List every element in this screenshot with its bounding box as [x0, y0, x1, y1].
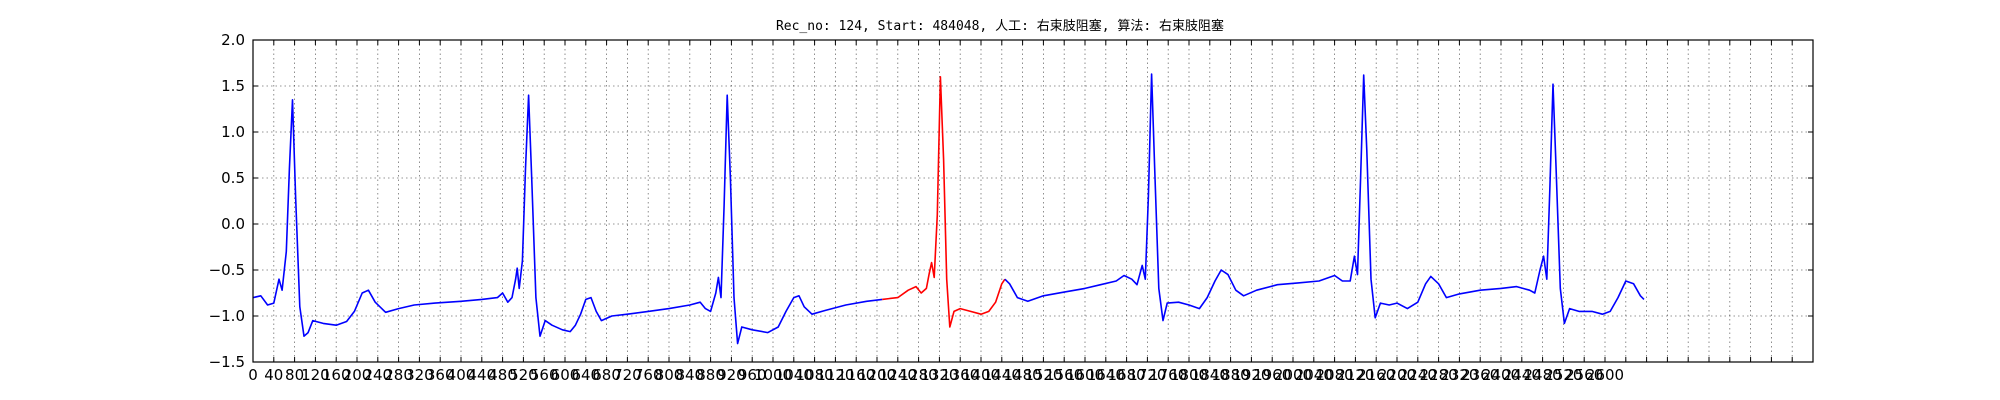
y-tick-label: 0.0	[221, 215, 245, 233]
chart-title: Rec_no: 124, Start: 484048, 人工: 右束肢阻塞, 算…	[776, 18, 1224, 34]
x-tick-label: 1680	[1108, 366, 1146, 384]
x-tick-label: 600	[551, 366, 580, 384]
y-tick-label: 1.5	[221, 77, 245, 95]
x-tick-label: 1760	[1149, 366, 1187, 384]
x-tick-label: 2000	[1274, 366, 1312, 384]
x-tick-label: 200	[343, 366, 372, 384]
x-tick-label: 2200	[1378, 366, 1416, 384]
x-tick-label: 480	[488, 366, 517, 384]
x-tick-label: 40	[264, 366, 283, 384]
x-tick-label: 720	[613, 366, 642, 384]
x-tick-label: 800	[655, 366, 684, 384]
x-tick-label: 1120	[816, 366, 854, 384]
y-tick-label: −1.0	[209, 307, 245, 325]
y-tick-label: 1.0	[221, 123, 245, 141]
x-tick-label: 1040	[775, 366, 813, 384]
x-tick-label: 880	[696, 366, 725, 384]
x-tick-label: 400	[447, 366, 476, 384]
x-tick-label: 1600	[1066, 366, 1104, 384]
x-tick-label: 2600	[1586, 366, 1624, 384]
x-tick-label: 920	[717, 366, 746, 384]
x-tick-label: 2080	[1316, 366, 1354, 384]
x-tick-label: 1440	[983, 366, 1021, 384]
x-tick-label: 1720	[1128, 366, 1166, 384]
x-tick-label: 1800	[1170, 366, 1208, 384]
x-tick-label: 960	[738, 366, 767, 384]
grid-lines	[252, 39, 1814, 363]
x-tick-label: 280	[384, 366, 413, 384]
x-tick-label: 0	[248, 366, 258, 384]
x-tick-label: 2040	[1295, 366, 1333, 384]
x-tick-label: 360	[426, 366, 455, 384]
x-tick-label: 1200	[858, 366, 896, 384]
y-tick-label: −0.5	[209, 261, 245, 279]
x-tick-label: 440	[467, 366, 496, 384]
ecg-series-line-3	[1004, 73, 1645, 325]
x-tick-label: 1560	[1045, 366, 1083, 384]
x-tick-label: 1960	[1253, 366, 1291, 384]
x-tick-label: 1320	[920, 366, 958, 384]
x-tick-label: 2560	[1565, 366, 1603, 384]
x-tick-label: 1880	[1212, 366, 1250, 384]
x-tick-label: 2400	[1482, 366, 1520, 384]
x-tick-label: 2360	[1461, 366, 1499, 384]
ecg-series-line-2	[882, 76, 1006, 328]
x-tick-label: 2120	[1336, 366, 1374, 384]
x-tick-label: 640	[571, 366, 600, 384]
x-tick-label: 760	[634, 366, 663, 384]
x-tick-label: 2280	[1420, 366, 1458, 384]
x-tick-label: 2160	[1357, 366, 1395, 384]
x-tick-label: 120	[301, 366, 330, 384]
y-axis-ticks: −1.5 −1.0 −0.5 0.0 0.5 1.0 1.5 2.0	[209, 31, 1813, 371]
x-tick-label: 1480	[1004, 366, 1042, 384]
plot-area-frame	[252, 39, 1814, 363]
x-tick-label: 2240	[1399, 366, 1437, 384]
ecg-series-line-1	[252, 94, 883, 345]
x-tick-label: 1160	[837, 366, 875, 384]
x-tick-label: 1640	[1087, 366, 1125, 384]
y-tick-label: −1.5	[209, 353, 245, 371]
x-tick-label: 320	[405, 366, 434, 384]
x-tick-label: 2440	[1503, 366, 1541, 384]
y-tick-label: 0.5	[221, 169, 245, 187]
x-tick-label: 1360	[941, 366, 979, 384]
x-tick-label: 1840	[1191, 366, 1229, 384]
x-tick-label: 240	[363, 366, 392, 384]
x-tick-label: 160	[322, 366, 351, 384]
x-tick-label: 1000	[754, 366, 792, 384]
x-tick-label: 2480	[1524, 366, 1562, 384]
x-tick-label: 80	[285, 366, 304, 384]
y-tick-label: 2.0	[221, 31, 245, 49]
x-tick-label: 2520	[1544, 366, 1582, 384]
x-tick-label: 1920	[1232, 366, 1270, 384]
ecg-series	[252, 73, 1645, 345]
x-axis-ticks: 0 40 8012016020024028032036040044048052056…	[248, 40, 1814, 384]
x-tick-label: 1080	[796, 366, 834, 384]
x-tick-label: 680	[592, 366, 621, 384]
x-tick-label: 840	[675, 366, 704, 384]
x-tick-label: 1520	[1024, 366, 1062, 384]
x-tick-label: 1400	[962, 366, 1000, 384]
x-tick-label: 1280	[900, 366, 938, 384]
x-tick-label: 560	[530, 366, 559, 384]
x-tick-label: 520	[509, 366, 538, 384]
x-tick-label: 1240	[879, 366, 917, 384]
x-tick-label: 2320	[1440, 366, 1478, 384]
